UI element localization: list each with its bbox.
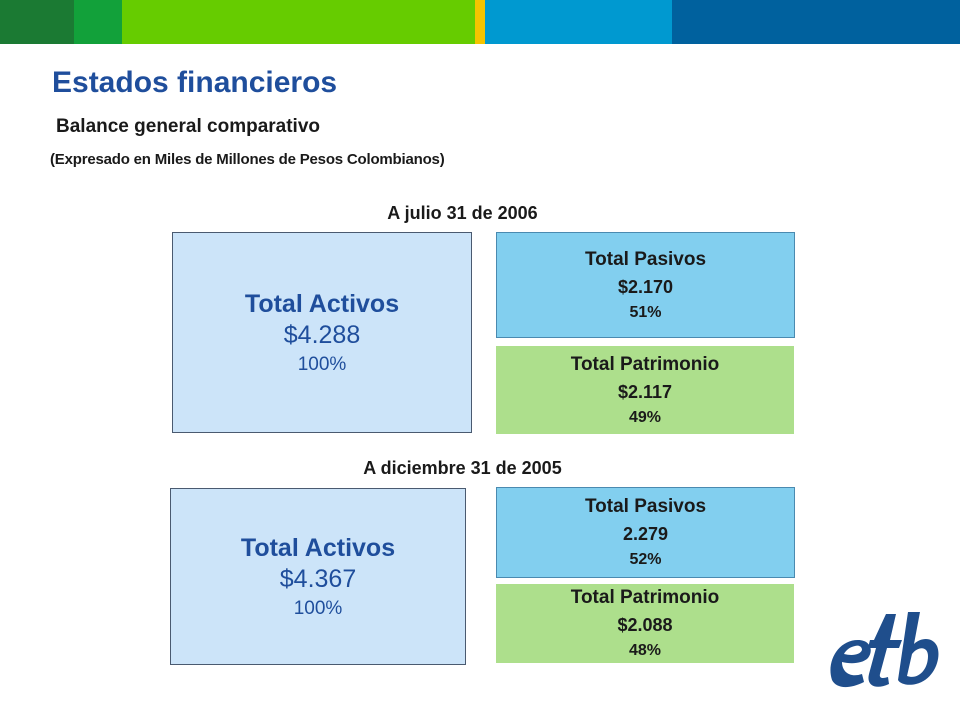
color-band-cyan [485,0,672,44]
total-equity-percent: 48% [628,642,662,659]
etb-logo-icon [830,612,939,688]
total-equity-label: Total Patrimonio [570,587,720,608]
total-equity-value: $2.088 [617,615,673,635]
color-band-dark-green [0,0,74,44]
color-band-yellow [475,0,485,44]
total-liabilities-box: Total Pasivos $2.170 51% [496,232,795,338]
total-assets-percent: 100% [297,353,347,375]
page-subtitle: Balance general comparativo [56,116,320,137]
period-label: A julio 31 de 2006 [387,203,538,223]
total-liabilities-label: Total Pasivos [584,248,707,270]
total-liabilities-value: $2.170 [617,276,674,297]
color-band-green [74,0,122,44]
total-liabilities-box: Total Pasivos 2.279 52% [496,487,795,578]
total-equity-label: Total Patrimonio [570,353,720,375]
period-label: A diciembre 31 de 2005 [363,458,562,478]
total-equity-value: $2.117 [617,381,673,402]
total-liabilities-value: 2.279 [622,524,669,544]
total-assets-label: Total Activos [240,533,396,562]
top-color-bar [0,0,960,44]
page-title: Estados financieros [52,66,338,99]
total-assets-label: Total Activos [244,289,400,318]
total-assets-value: $4.288 [283,320,361,349]
total-liabilities-percent: 51% [629,303,662,321]
total-assets-percent: 100% [293,597,343,619]
color-band-blue [672,0,960,44]
units-note: (Expresado en Miles de Millones de Pesos… [50,151,445,168]
total-liabilities-percent: 52% [629,551,662,568]
total-assets-box: Total Activos $4.367 100% [170,488,466,665]
color-band-lime [122,0,475,44]
total-liabilities-label: Total Pasivos [584,496,707,517]
total-equity-percent: 49% [628,408,662,426]
total-equity-box: Total Patrimonio $2.088 48% [496,584,794,663]
total-assets-box: Total Activos $4.288 100% [172,232,472,433]
total-equity-box: Total Patrimonio $2.117 49% [496,346,794,434]
total-assets-value: $4.367 [279,564,357,593]
